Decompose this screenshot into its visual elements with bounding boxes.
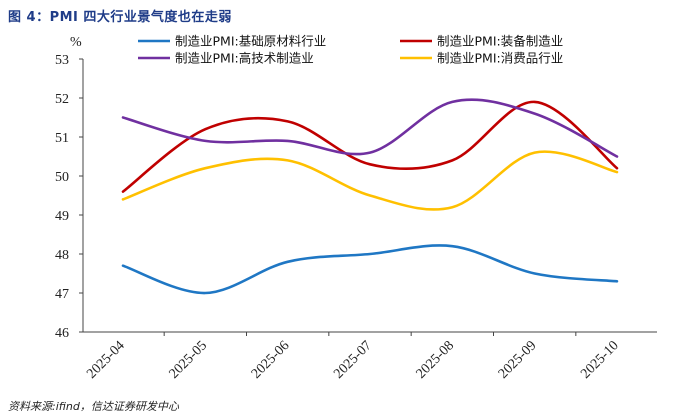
series-line-4: [121, 150, 619, 211]
y-tick-label: 47: [55, 287, 69, 302]
y-tick-label: 46: [55, 326, 69, 341]
x-tick-label: 2025-04: [84, 338, 128, 382]
x-tick-label: 2025-10: [578, 338, 622, 382]
y-tick-label: 51: [55, 131, 69, 146]
x-tick-label: 2025-08: [414, 338, 458, 382]
x-tick-label: 2025-09: [496, 338, 540, 382]
y-tick-label: 48: [55, 248, 69, 263]
legend-label: 制造业PMI:消费品行业: [437, 51, 563, 66]
axes: 46 47 48 49 50 51 52 53% 2025-04 2025-05 2025-06 20…: [55, 35, 657, 382]
series-lines: [121, 98, 619, 295]
x-tick-label: 2025-06: [249, 338, 293, 382]
y-tick-label: 50: [55, 170, 69, 185]
source-note: 资料来源:ifind，信达证券研发中心: [8, 400, 179, 413]
legend-label: 制造业PMI:基础原材料行业: [175, 34, 326, 49]
legend-label: 制造业PMI:装备制造业: [437, 34, 563, 49]
x-tick-label: 2025-05: [167, 338, 211, 382]
y-tick-label: 49: [55, 209, 69, 224]
y-tick-label: 53: [55, 53, 69, 68]
y-tick-label: 52: [55, 92, 69, 107]
legend-label: 制造业PMI:高技术制造业: [175, 51, 314, 66]
x-tick-label: 2025-07: [331, 338, 375, 382]
series-line-2: [121, 100, 619, 193]
y-axis-unit-label: %: [70, 35, 82, 50]
chart-title: 图 4：PMI 四大行业景气度也在走弱: [8, 10, 232, 25]
series-line-1: [121, 244, 619, 295]
series-line-3: [121, 98, 619, 158]
